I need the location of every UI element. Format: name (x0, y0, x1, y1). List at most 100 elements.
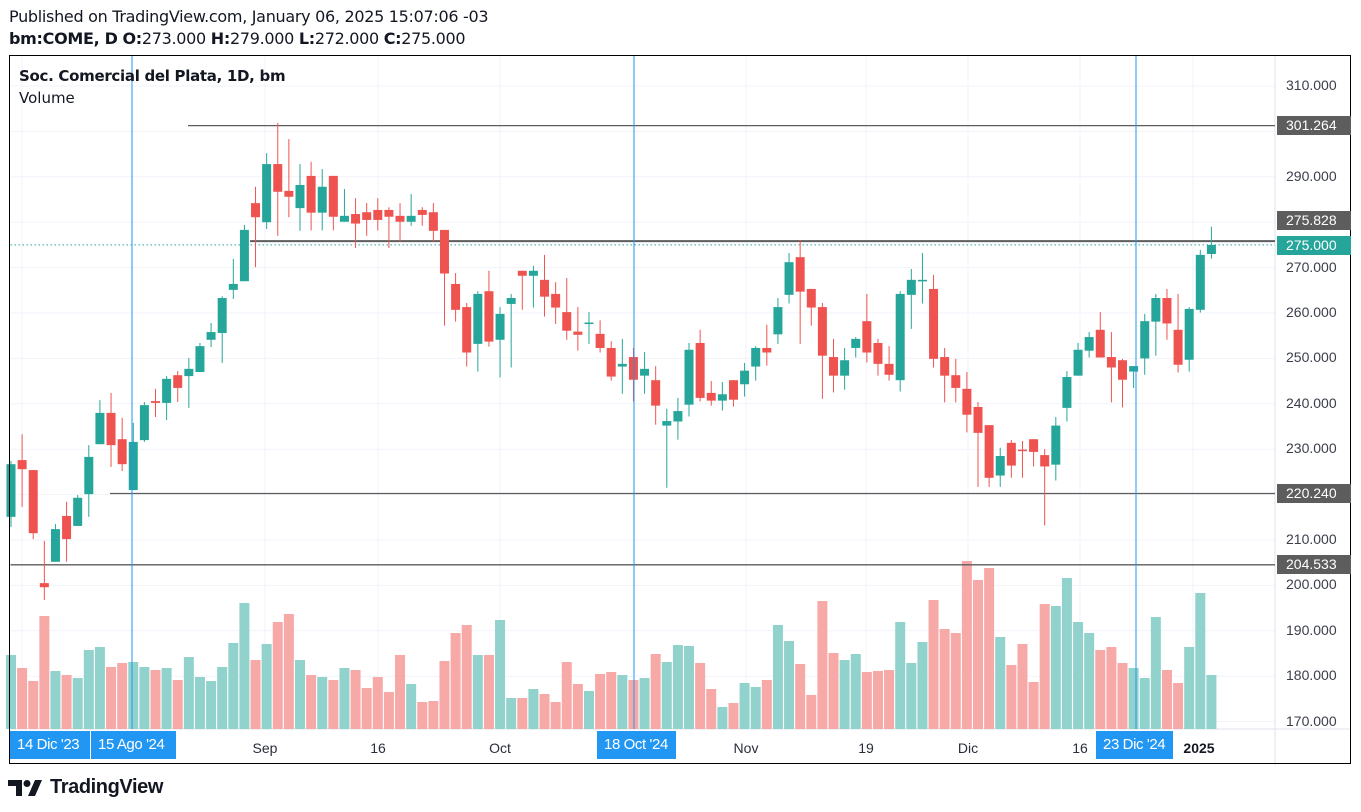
date-marker-label: 14 Dic '23 (10, 731, 90, 759)
volume-bar (850, 654, 861, 729)
volume-bars (6, 561, 1217, 729)
volume-bar (884, 670, 895, 729)
volume-bar (6, 655, 16, 729)
volume-bar (194, 677, 205, 729)
volume-bar (483, 655, 494, 729)
candle-body (73, 497, 83, 526)
candle-body (829, 357, 839, 376)
price-tick: 240.000 (1286, 394, 1337, 411)
level-price-label: 301.264 (1277, 116, 1351, 136)
close-value: 275.000 (401, 29, 466, 48)
volume-bar (117, 663, 128, 729)
volume-bar (28, 681, 39, 729)
volume-bar (206, 681, 217, 729)
candle-body (1206, 244, 1216, 254)
volume-bar (239, 603, 250, 729)
candle-body (1029, 439, 1039, 452)
chart-frame (9, 55, 1351, 764)
volume-bar (495, 620, 506, 729)
volume-bar (1028, 682, 1039, 729)
volume-bar (450, 633, 461, 729)
candle-body (117, 439, 127, 465)
volume-bar (861, 672, 872, 729)
candle-body (495, 313, 505, 340)
candle-body (1184, 308, 1194, 360)
volume-bar (1161, 670, 1172, 729)
candle-body (17, 460, 27, 470)
symbol: bm:COME, D (9, 29, 118, 48)
volume-bar (250, 660, 261, 729)
volume-bar (706, 689, 717, 729)
candle-body (906, 279, 916, 295)
low-label: L: (298, 29, 315, 48)
volume-bar (83, 650, 94, 729)
candle-body (1006, 442, 1016, 466)
volume-bar (995, 637, 1006, 729)
candle-body (917, 279, 927, 282)
time-tick-year: 2025 (1183, 740, 1215, 756)
volume-bar (806, 695, 817, 729)
candle-body (1173, 329, 1183, 365)
candle-body (128, 441, 138, 491)
volume-bar (361, 688, 372, 729)
volume-bar (984, 568, 995, 729)
candle-body (795, 257, 805, 292)
volume-bar (839, 660, 850, 729)
candle-body (862, 321, 872, 353)
volume-bar (317, 677, 328, 729)
candle-body (706, 392, 716, 401)
volume-bar (1006, 665, 1017, 729)
tradingview-logo[interactable]: TradingView (8, 776, 163, 799)
candle-body (406, 215, 416, 222)
legend-volume[interactable]: Volume (19, 89, 75, 107)
candle-body (439, 229, 449, 274)
candle-body (195, 346, 205, 373)
candle-body (1118, 360, 1127, 380)
candle-body (984, 425, 994, 478)
level-price-label: 204.533 (1277, 555, 1351, 575)
candle-body (962, 388, 972, 415)
candle-body (1051, 425, 1061, 465)
volume-bar (639, 678, 650, 729)
candle-body (895, 293, 905, 381)
candle-body (851, 338, 861, 348)
legend-title[interactable]: Soc. Comercial del Plata, 1D, bm (19, 67, 286, 85)
candle-body (428, 212, 438, 231)
volume-bar (106, 667, 117, 729)
volume-bar (395, 655, 406, 729)
volume-bar (439, 661, 450, 729)
volume-bar (672, 645, 683, 729)
candle-body (284, 190, 294, 197)
candle-body (50, 529, 60, 562)
candle-body (473, 293, 483, 344)
volume-bar (150, 670, 161, 729)
volume-bar (39, 616, 50, 729)
volume-bar (1039, 604, 1050, 729)
candle-body (95, 412, 105, 445)
volume-bar (1106, 647, 1117, 729)
volume-bar (428, 701, 439, 729)
candle-body (651, 380, 661, 406)
volume-bar (650, 654, 661, 729)
volume-bar (328, 680, 339, 729)
time-tick: Oct (489, 740, 511, 756)
candle-body (451, 283, 461, 310)
time-tick: 19 (858, 740, 874, 756)
candle-body (295, 184, 305, 209)
price-tick: 260.000 (1286, 304, 1337, 320)
volume-bar (606, 672, 617, 729)
candle-body (206, 332, 216, 340)
candle-body (262, 164, 272, 223)
candle-body (740, 370, 750, 385)
volume-bar (583, 691, 594, 729)
volume-bar (750, 687, 761, 729)
candle-body (484, 291, 494, 342)
candle-body (306, 175, 316, 213)
volume-bar (761, 680, 772, 729)
candle-body (106, 412, 116, 446)
candle-body (1140, 321, 1150, 359)
candle-body (951, 375, 961, 388)
volume-bar (161, 668, 172, 729)
volume-bar (684, 646, 695, 729)
